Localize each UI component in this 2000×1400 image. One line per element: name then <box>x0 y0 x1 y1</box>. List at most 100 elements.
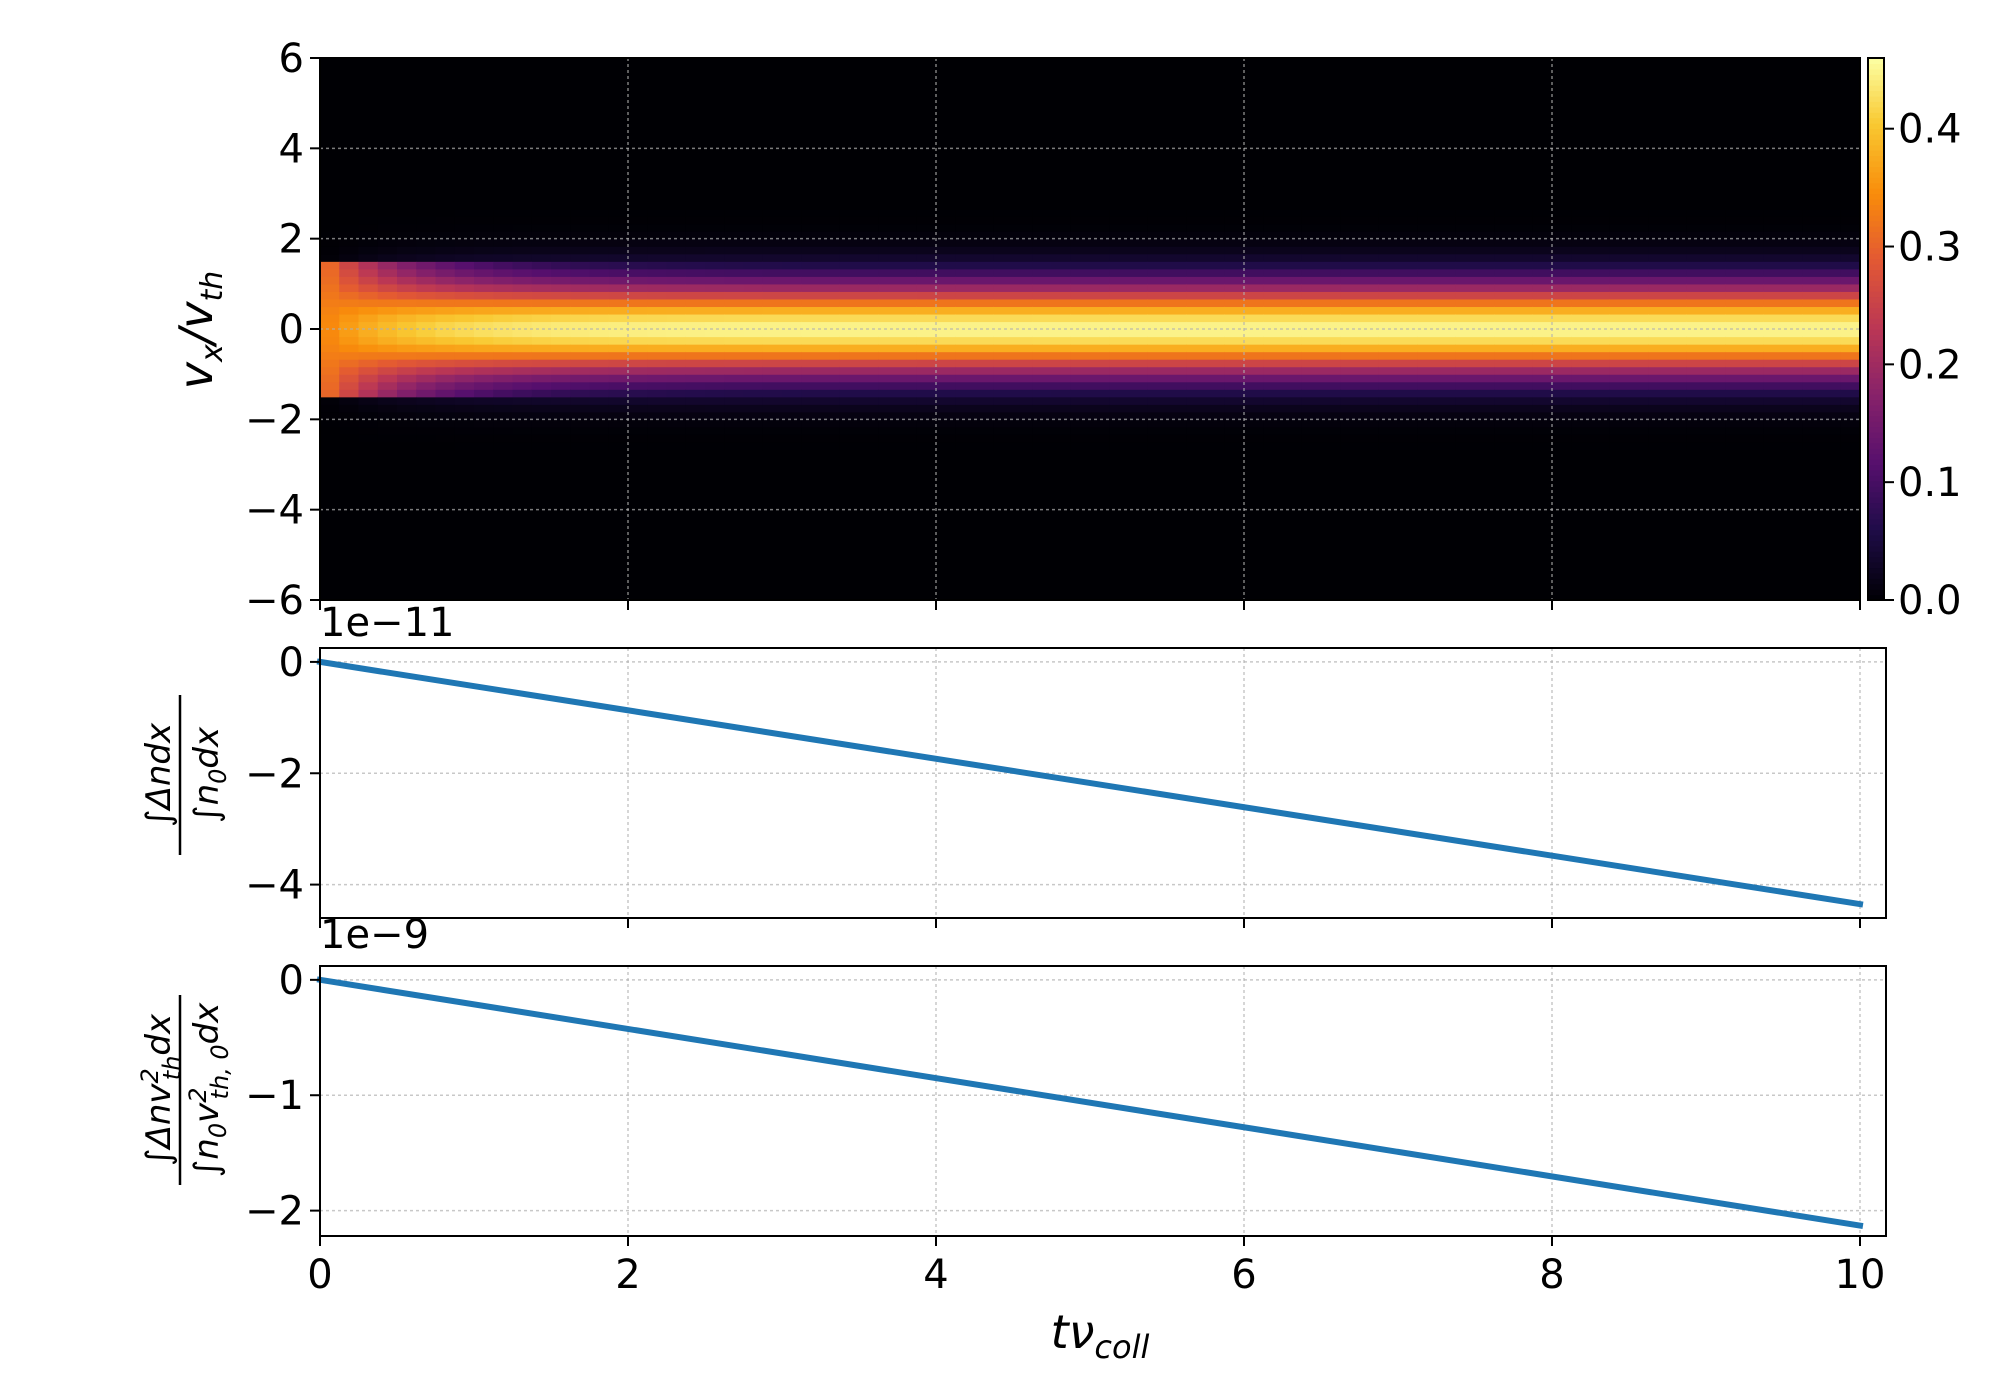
heatmap-cell <box>1571 584 1592 594</box>
heatmap-cell <box>1378 125 1399 134</box>
heatmap-cell <box>743 313 764 323</box>
heatmap-cell <box>878 351 899 360</box>
heatmap-cell <box>435 577 456 586</box>
heatmap-cell <box>916 291 937 300</box>
heatmap-cell <box>916 103 937 112</box>
heatmap-cell <box>628 524 648 533</box>
heatmap-cell <box>782 381 802 390</box>
heatmap-cell <box>897 110 918 119</box>
heatmap-cell <box>782 329 802 338</box>
heatmap-cell <box>551 170 571 180</box>
heatmap-cell <box>377 426 398 435</box>
heatmap-cell <box>1359 276 1380 285</box>
heatmap-cell <box>1552 532 1572 541</box>
heatmap-cell <box>1475 95 1495 104</box>
heatmap-cell <box>1224 381 1245 390</box>
heatmap-cell <box>705 539 725 548</box>
heatmap-cell <box>743 374 764 383</box>
heatmap-cell <box>1186 404 1207 413</box>
heatmap-cell <box>1436 73 1457 82</box>
heatmap-cell <box>493 238 514 247</box>
heatmap-cell <box>1552 170 1572 180</box>
heatmap-cell <box>416 133 437 142</box>
heatmap-cell <box>1532 103 1553 112</box>
heatmap-cell <box>493 246 514 255</box>
heatmap-cell <box>474 201 494 210</box>
heatmap-cell <box>1475 562 1495 571</box>
heatmap-cell <box>647 201 668 210</box>
heatmap-cell <box>724 426 745 435</box>
heatmap-cell <box>1321 291 1341 300</box>
heatmap-cell <box>1359 88 1380 97</box>
heatmap-cell <box>1263 411 1284 420</box>
heatmap-cell <box>1340 479 1361 488</box>
heatmap-cell <box>839 359 860 368</box>
heatmap-cell <box>1070 569 1091 579</box>
heatmap-cell <box>1263 321 1284 330</box>
heatmap-cell <box>531 103 552 112</box>
heatmap-cell <box>1032 201 1053 210</box>
heatmap-cell <box>1244 246 1264 255</box>
heatmap-cell <box>397 321 417 330</box>
heatmap-cell <box>1090 381 1110 390</box>
heatmap-cell <box>628 584 648 594</box>
heatmap-cell <box>897 404 918 413</box>
heatmap-cell <box>782 359 802 368</box>
heatmap-cell <box>705 344 725 353</box>
heatmap-cell <box>782 253 802 262</box>
heatmap-cell <box>801 291 822 300</box>
heatmap-cell <box>1128 456 1149 466</box>
heatmap-cell <box>1590 155 1611 164</box>
heatmap-cell <box>1167 170 1187 180</box>
heatmap-cell <box>1571 261 1592 270</box>
heatmap-cell <box>897 193 918 202</box>
heatmap-cell <box>1051 479 1072 488</box>
heatmap-cell <box>1167 374 1187 383</box>
heatmap-cell <box>1109 351 1130 360</box>
heatmap-cell <box>435 201 456 210</box>
heatmap-cell <box>1475 208 1495 217</box>
heatmap-cell <box>685 374 706 383</box>
heatmap-cell <box>551 238 571 247</box>
heatmap-cell <box>589 253 610 262</box>
heatmap-cell <box>570 547 591 556</box>
heatmap-cell <box>1090 261 1110 270</box>
heatmap-cell <box>454 554 475 563</box>
heatmap-cell <box>1128 163 1149 172</box>
heatmap-cell <box>1090 396 1110 405</box>
heatmap-cell <box>1475 396 1495 405</box>
heatmap-cell <box>454 336 475 345</box>
heatmap-cell <box>705 110 725 119</box>
heatmap-cell <box>531 246 552 255</box>
heatmap-cell <box>1378 163 1399 172</box>
heatmap-cell <box>1494 298 1515 308</box>
heatmap-cell <box>435 592 456 601</box>
heatmap-cell <box>1359 238 1380 247</box>
heatmap-cell <box>993 396 1014 405</box>
heatmap-cell <box>955 547 976 556</box>
heatmap-cell <box>1301 381 1322 390</box>
heatmap-cell <box>820 569 841 579</box>
heatmap-cell <box>1513 487 1534 496</box>
heatmap-cell <box>1398 231 1418 240</box>
heatmap-cell <box>1128 426 1149 435</box>
heatmap-cell <box>801 502 822 511</box>
heatmap-cell <box>705 404 725 413</box>
heatmap-cell <box>1109 208 1130 217</box>
heatmap-cell <box>1455 366 1476 375</box>
heatmap-cell <box>1532 185 1553 195</box>
heatmap-cell <box>589 298 610 308</box>
heatmap-cell <box>1648 517 1669 526</box>
heatmap-cell <box>1128 532 1149 541</box>
heatmap-cell <box>1128 396 1149 405</box>
heatmap-cell <box>1398 193 1418 202</box>
heatmap-cell <box>377 449 398 458</box>
heatmap-cell <box>859 193 879 202</box>
heatmap-cell <box>955 216 976 225</box>
heatmap-cell <box>1224 404 1245 413</box>
heatmap-cell <box>955 88 976 97</box>
heatmap-cell <box>1167 366 1187 375</box>
heatmap-cell <box>1205 524 1226 533</box>
heatmap-cell <box>1224 238 1245 247</box>
heatmap-cell <box>608 509 629 518</box>
